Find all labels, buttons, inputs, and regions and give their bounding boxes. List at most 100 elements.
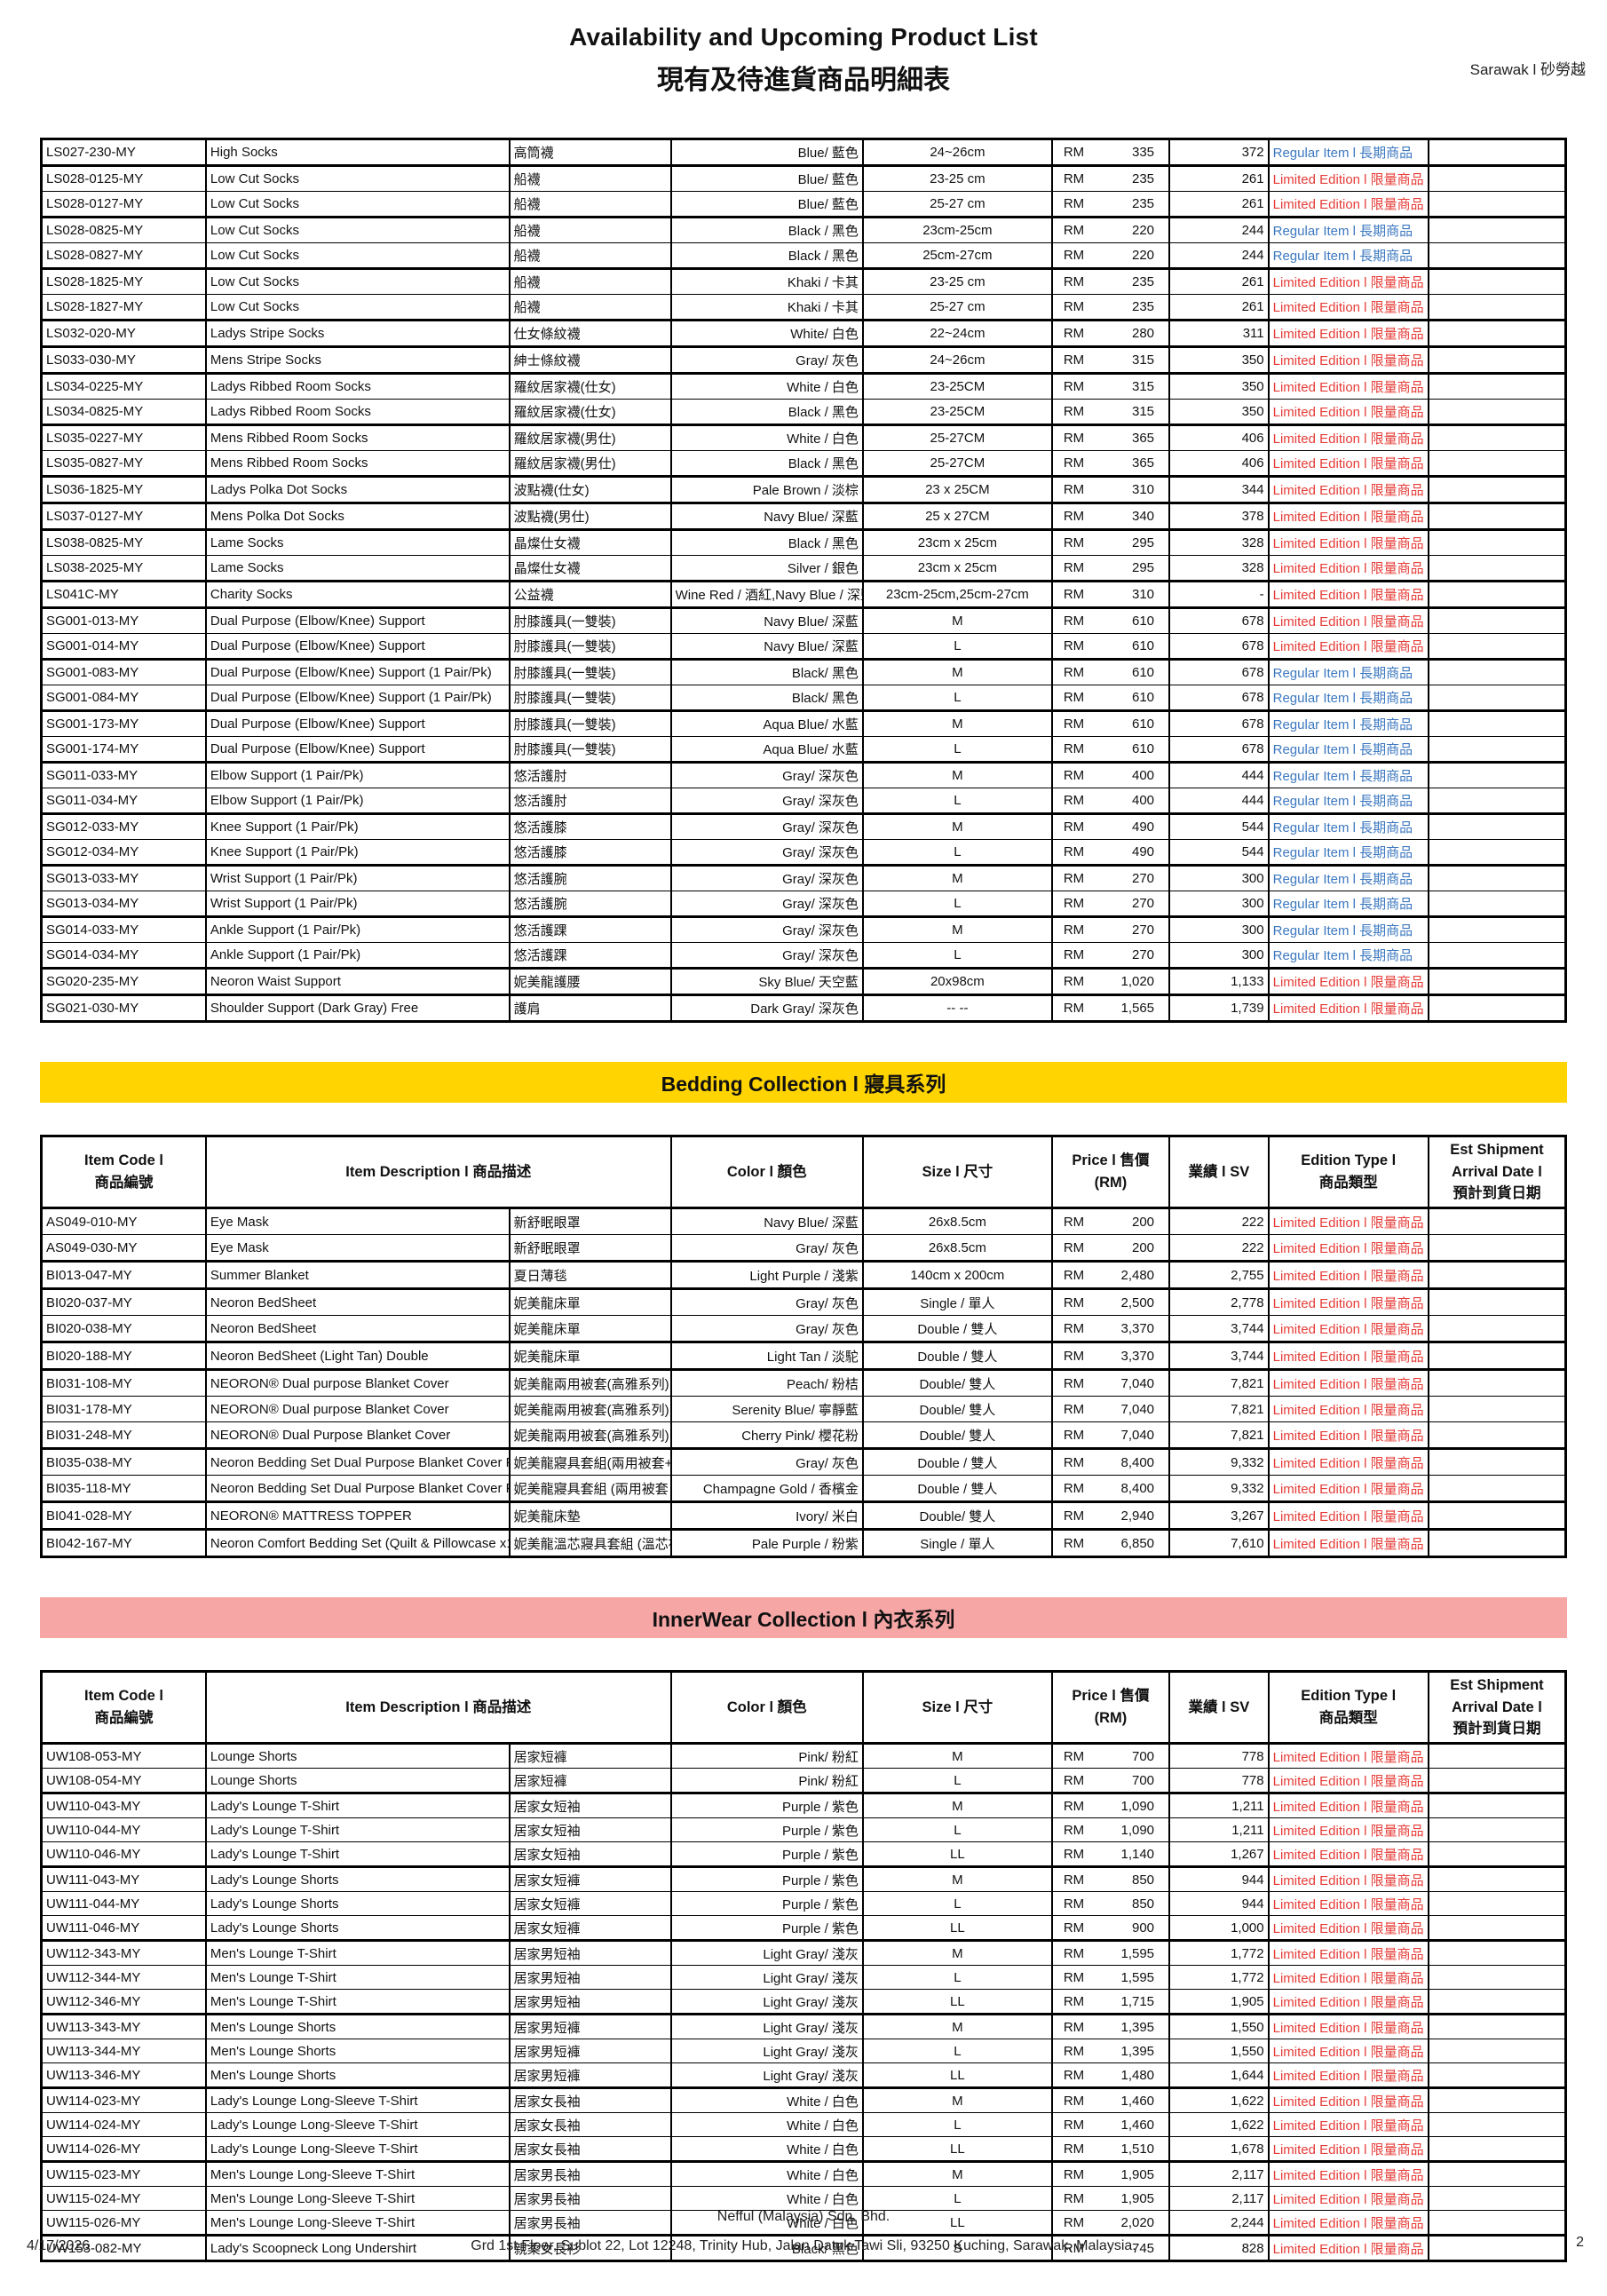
table-row: UW112-344-MY Men's Lounge T-Shirt 居家男短袖 Lig… xyxy=(40,1965,1567,1990)
cell-est-arrival xyxy=(1427,1989,1567,2015)
table-row: LS028-0827-MY Low Cut Socks 船襪 Black / 黑色 25… xyxy=(40,242,1567,270)
cell-est-arrival xyxy=(1427,916,1567,943)
cell-est-arrival xyxy=(1427,373,1567,400)
cell-description: Neoron Bedding Set Dual Purpose Blanket … xyxy=(204,1475,511,1503)
cell-price: RM 2,020 xyxy=(1050,2210,1171,2237)
cell-edition-type: Limited Edition l 限量商品 xyxy=(1267,476,1429,504)
cell-price: RM 610 xyxy=(1050,710,1171,737)
price-value: 850 xyxy=(1132,1896,1155,1912)
cell-description: Lady's Lounge Shorts xyxy=(204,1891,511,1916)
currency-label: RM xyxy=(1063,248,1085,263)
cell-size: M xyxy=(861,916,1053,943)
header-item-code: Item Code l 商品編號 xyxy=(40,1136,207,1209)
currency-label: RM xyxy=(1063,1401,1085,1417)
cell-edition-type: Limited Edition l 限量商品 xyxy=(1267,1965,1429,1990)
cell-color: Navy Blue/ 深藍 xyxy=(669,633,864,661)
cell-est-arrival xyxy=(1427,191,1567,218)
cell-sv: 344 xyxy=(1168,476,1270,504)
table-row: BI035-038-MY Neoron Bedding Set Dual Purp… xyxy=(40,1448,1567,1476)
currency-label: RM xyxy=(1063,2166,1085,2182)
header-sv: 業績 l SV xyxy=(1168,1671,1270,1745)
table-row: SG001-014-MY Dual Purpose (Elbow/Knee) Su… xyxy=(40,633,1567,661)
cell-color: Gray/ 深灰色 xyxy=(669,762,864,788)
cell-edition-type: Regular Item l 長期商品 xyxy=(1267,942,1429,970)
cell-description-cn: 居家短褲 xyxy=(508,1768,672,1794)
cell-sv: 261 xyxy=(1168,268,1270,295)
cell-sv: 7,821 xyxy=(1168,1396,1270,1422)
cell-item-code: LS034-0825-MY xyxy=(40,399,207,426)
cell-est-arrival xyxy=(1427,710,1567,737)
currency-label: RM xyxy=(1063,1348,1085,1364)
cell-edition-type: Limited Edition l 限量商品 xyxy=(1267,1288,1429,1316)
currency-label: RM xyxy=(1063,509,1085,524)
cell-description: Elbow Support (1 Pair/Pk) xyxy=(204,762,511,788)
cell-price: RM 1,395 xyxy=(1050,2014,1171,2039)
cell-item-code: SG013-034-MY xyxy=(40,891,207,918)
cell-color: Gray/ 灰色 xyxy=(669,1288,864,1316)
cell-color: Black/ 黑色 xyxy=(669,685,864,712)
cell-item-code: UW115-026-MY xyxy=(40,2210,207,2237)
price-value: 315 xyxy=(1132,404,1155,419)
table-row: UW110-043-MY Lady's Lounge T-Shirt 居家女短袖 Pu… xyxy=(40,1793,1567,1818)
cell-size: 25-27 cm xyxy=(861,191,1053,218)
cell-item-code: BI031-108-MY xyxy=(40,1369,207,1397)
table-row: LS033-030-MY Mens Stripe Socks 紳士條紋襪 Gray/ … xyxy=(40,346,1567,375)
cell-sv: 1,772 xyxy=(1168,1965,1270,1990)
cell-item-code: LS041C-MY xyxy=(40,581,207,609)
cell-description: Men's Lounge T-Shirt xyxy=(204,1989,511,2015)
cell-color: Gray/ 灰色 xyxy=(669,346,864,375)
price-value: 1,460 xyxy=(1120,2093,1155,2109)
cell-price: RM 220 xyxy=(1050,242,1171,270)
cell-color: Serenity Blue/ 寧靜藍 xyxy=(669,1396,864,1422)
cell-description: High Socks xyxy=(204,139,511,167)
cell-size: M xyxy=(861,1793,1053,1818)
cell-price: RM 610 xyxy=(1050,659,1171,685)
cell-sv: 261 xyxy=(1168,191,1270,218)
cell-price: RM 315 xyxy=(1050,399,1171,426)
cell-description-cn: 波點襪(男仕) xyxy=(508,503,672,531)
price-value: 2,480 xyxy=(1120,1267,1155,1283)
table-row: BI031-108-MY NEORON® Dual purpose Blanket… xyxy=(40,1369,1567,1397)
cell-edition-type: Limited Edition l 限量商品 xyxy=(1267,994,1429,1023)
header-price: Price l 售價 (RM) xyxy=(1050,1136,1171,1209)
cell-sv: 7,610 xyxy=(1168,1529,1270,1558)
cell-size: 23cm x 25cm xyxy=(861,555,1053,582)
cell-sv: 378 xyxy=(1168,503,1270,531)
cell-edition-type: Limited Edition l 限量商品 xyxy=(1267,2210,1429,2237)
cell-item-code: SG011-034-MY xyxy=(40,788,207,815)
cell-description: Dual Purpose (Elbow/Knee) Support xyxy=(204,607,511,634)
cell-sv: 406 xyxy=(1168,424,1270,451)
cell-description-cn: 羅紋居家襪(仕女) xyxy=(508,399,672,426)
currency-label: RM xyxy=(1063,1508,1085,1524)
company-address: Grd 1st Floor, Sublot 22, Lot 12248, Tri… xyxy=(471,2238,1136,2253)
cell-item-code: AS049-010-MY xyxy=(40,1207,207,1235)
cell-size: Single / 單人 xyxy=(861,1529,1053,1558)
cell-edition-type: Regular Item l 長期商品 xyxy=(1267,242,1429,270)
cell-price: RM 700 xyxy=(1050,1743,1171,1769)
price-value: 8,400 xyxy=(1120,1480,1155,1496)
cell-item-code: UW114-026-MY xyxy=(40,2136,207,2163)
cell-color: Sky Blue/ 天空藍 xyxy=(669,968,864,996)
table-row: LS038-2025-MY Lame Socks 晶燦仕女襪 Silver / 銀色 2… xyxy=(40,555,1567,582)
cell-size: Double/ 雙人 xyxy=(861,1421,1053,1450)
cell-item-code: BI035-118-MY xyxy=(40,1475,207,1503)
cell-edition-type: Limited Edition l 限量商品 xyxy=(1267,1315,1429,1343)
cell-size: M xyxy=(861,710,1053,737)
cell-est-arrival xyxy=(1427,1369,1567,1397)
cell-description-cn: 居家女長袖 xyxy=(508,2087,672,2113)
cell-edition-type: Limited Edition l 限量商品 xyxy=(1267,399,1429,426)
cell-size: L xyxy=(861,2186,1053,2211)
price-value: 310 xyxy=(1132,482,1155,497)
price-value: 8,400 xyxy=(1120,1454,1155,1470)
cell-price: RM 280 xyxy=(1050,320,1171,348)
cell-sv: 261 xyxy=(1168,294,1270,321)
cell-sv: 350 xyxy=(1168,346,1270,375)
cell-size: M xyxy=(861,2161,1053,2187)
cell-edition-type: Limited Edition l 限量商品 xyxy=(1267,1891,1429,1916)
cell-item-code: UW114-023-MY xyxy=(40,2087,207,2113)
cell-description-cn: 居家女短袖 xyxy=(508,1841,672,1868)
cell-description: Low Cut Socks xyxy=(204,217,511,243)
cell-est-arrival xyxy=(1427,942,1567,970)
price-value: 1,565 xyxy=(1120,1001,1155,1016)
cell-description-cn: 居家女短褲 xyxy=(508,1891,672,1916)
